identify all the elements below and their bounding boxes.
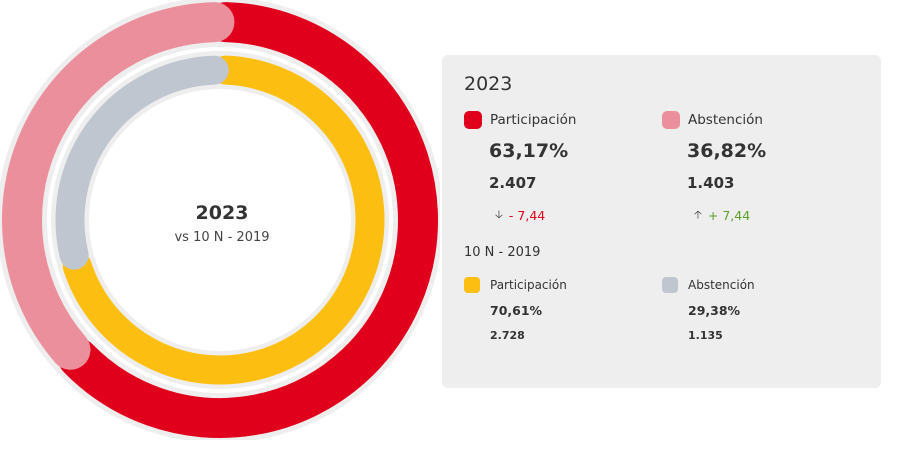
donut-chart: 2023 vs 10 N - 2019 (0, 0, 440, 440)
participation-2019-votes: 2.728 (490, 329, 525, 342)
legend-abstention-2019: Abstención (662, 275, 755, 295)
slice-1-1-abstencin[interactable] (55, 55, 229, 270)
center-subtitle: vs 10 N - 2019 (174, 230, 269, 245)
abstention-2023-label: Abstención (688, 112, 763, 128)
participation-2023-percent: 63,17% (489, 140, 569, 162)
abstention-2019-percent: 29,38% (688, 303, 741, 318)
legend-participation-2023: Participación (464, 110, 576, 130)
up-arrow-icon: 🡡 (694, 208, 702, 221)
down-arrow-icon: 🡣 (495, 208, 503, 221)
slice-group (2, 2, 438, 438)
previous-election-label: 10 N - 2019 (464, 245, 541, 260)
participation-2019-percent: 70,61% (490, 303, 543, 318)
abstention-diff: 🡡 + 7,44 (694, 206, 750, 225)
results-panel: 2023 Participación 63,17% 2.407 🡣 - 7,44… (442, 55, 881, 388)
participation-2023-swatch (464, 111, 482, 129)
participation-2023-votes: 2.407 (489, 174, 537, 192)
participation-2019-label: Participación (490, 278, 567, 292)
slice-0-1-abstencin[interactable] (2, 2, 235, 370)
participation-2023-label: Participación (490, 112, 577, 128)
panel-year: 2023 (464, 73, 513, 95)
participation-diff: 🡣 - 7,44 (495, 206, 545, 225)
participation-diff-value: - 7,44 (508, 208, 546, 223)
abstention-2023-percent: 36,82% (687, 140, 767, 162)
participation-2019-swatch (464, 277, 480, 293)
abstention-2019-label: Abstención (688, 278, 755, 292)
slice-1-0-participacin[interactable] (62, 55, 385, 385)
abstention-diff-value: + 7,44 (707, 208, 751, 223)
legend-abstention-2023: Abstención (662, 110, 763, 130)
center-title: 2023 (196, 202, 249, 224)
legend-participation-2019: Participación (464, 275, 567, 295)
abstention-2019-swatch (662, 277, 678, 293)
abstention-2023-votes: 1.403 (687, 174, 735, 192)
abstention-2019-votes: 1.135 (688, 329, 723, 342)
abstention-2023-swatch (662, 111, 680, 129)
slice-0-0-participacin[interactable] (57, 2, 438, 438)
